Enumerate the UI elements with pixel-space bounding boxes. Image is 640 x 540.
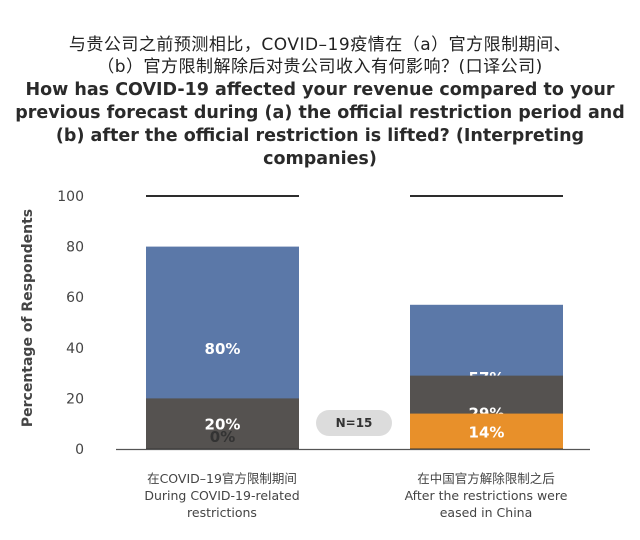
title-chinese: 与贵公司之前预测相比，COVID–19疫情在（a）官方限制期间、 （b）官方限制… xyxy=(68,35,572,77)
y-tick-label: 100 xyxy=(57,189,84,205)
bar-segment xyxy=(410,413,563,449)
y-tick-label: 80 xyxy=(66,240,84,256)
bar-segment xyxy=(146,398,299,449)
x-category-label-after: 在中国官方解除限制之后 After the restrictions were … xyxy=(404,471,568,520)
x-category-label-during: 在COVID–19官方限制期间 During COVID-19-related … xyxy=(144,471,300,520)
y-tick-label: 60 xyxy=(66,290,84,306)
data-label: 14% xyxy=(469,423,505,441)
sample-size-badge: N=15 xyxy=(316,410,392,436)
y-tick-label: 0 xyxy=(75,442,84,458)
y-tick-label: 40 xyxy=(66,341,84,357)
data-label: 80% xyxy=(205,340,241,358)
data-label: 20% xyxy=(205,416,241,434)
chart-title: 与贵公司之前预测相比，COVID–19疫情在（a）官方限制期间、 （b）官方限制… xyxy=(0,34,640,171)
data-label: 0% xyxy=(210,428,235,446)
y-tick-label: 20 xyxy=(66,391,84,407)
title-english: How has COVID-19 affected your revenue c… xyxy=(15,80,625,169)
